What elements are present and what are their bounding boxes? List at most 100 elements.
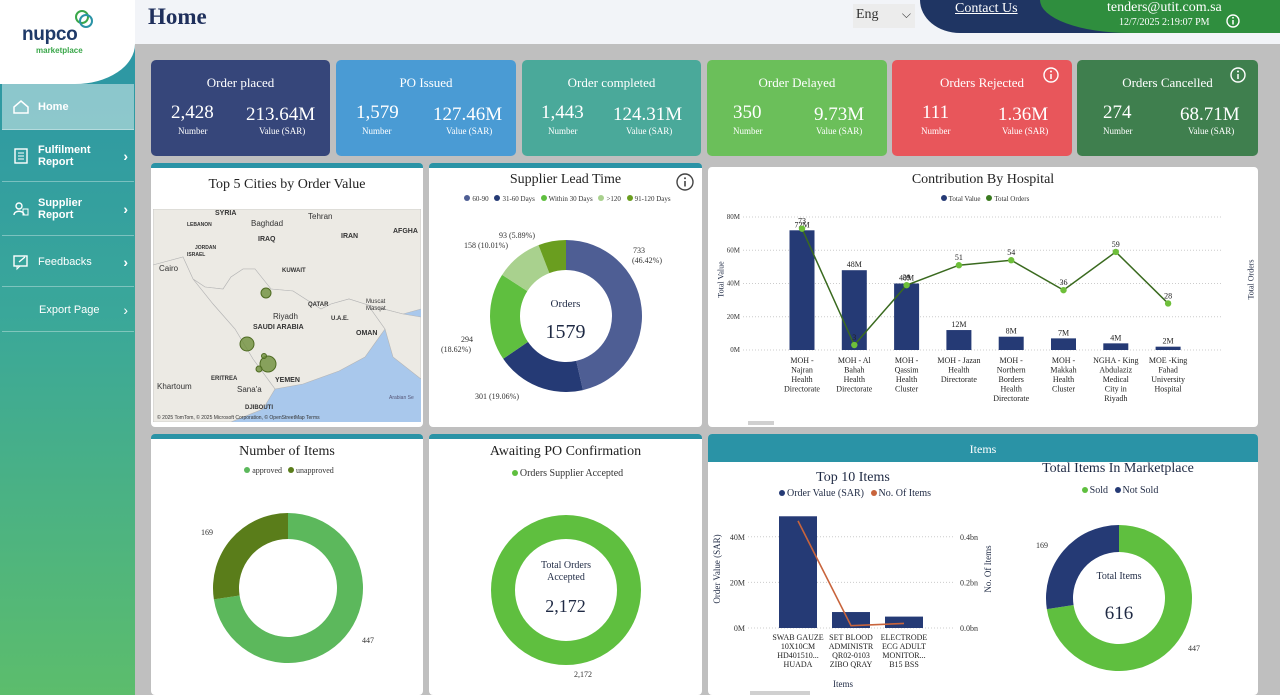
x-tick-label: Health [1053, 375, 1074, 384]
line-point[interactable] [1060, 286, 1067, 294]
line-label: 39 [903, 273, 911, 282]
map-bubble[interactable] [255, 365, 263, 373]
info-icon[interactable] [1230, 67, 1246, 83]
supplier-icon [13, 202, 29, 216]
line-point[interactable] [903, 281, 910, 289]
bar[interactable] [841, 270, 867, 350]
kpi-value: 1.36M [998, 104, 1049, 125]
map-bubble[interactable] [239, 336, 255, 352]
data-label: (46.42%) [632, 256, 662, 265]
line-point[interactable] [851, 341, 858, 349]
legend-item: 31-60 Days [502, 195, 535, 203]
bar[interactable] [1155, 346, 1181, 350]
contact-us-link[interactable]: Contact Us [955, 1, 1018, 16]
data-label: 169 [201, 528, 213, 537]
bar[interactable] [894, 283, 920, 351]
donut-slice[interactable] [1046, 525, 1119, 610]
kpi-order-completed[interactable]: Order completed 1,443 124.31M Number Val… [522, 60, 701, 156]
kpi-order-placed[interactable]: Order placed 2,428 213.64M Number Value … [151, 60, 330, 156]
x-tick-label: Directorate [993, 394, 1029, 403]
line-point[interactable] [1112, 248, 1119, 256]
bar[interactable] [789, 230, 815, 350]
donut-slice[interactable] [490, 274, 528, 359]
lead-time-donut[interactable] [490, 240, 642, 392]
donut-slice[interactable] [503, 341, 583, 392]
kpi-po-issued[interactable]: PO Issued 1,579 127.46M Number Value (SA… [336, 60, 516, 156]
kpi-orders-rejected[interactable]: Orders Rejected 111 1.36M Number Value (… [892, 60, 1072, 156]
bar[interactable] [1051, 338, 1076, 350]
legend-item: No. Of Items [878, 488, 932, 499]
awaiting-donut[interactable] [491, 515, 641, 665]
map-label: KUWAIT [282, 268, 306, 274]
info-icon[interactable] [1043, 67, 1059, 83]
map[interactable]: SYRIA LEBANON Baghdad Tehran IRAQ IRAN A… [153, 209, 421, 422]
sidebar-item-supplier-report[interactable]: Supplier Report › [2, 183, 134, 236]
x-tick-label: Directorate [784, 385, 820, 394]
y-tick-label: 40M [730, 533, 745, 542]
bar[interactable] [998, 336, 1024, 350]
map-bubble[interactable] [259, 355, 277, 373]
donut-slice[interactable] [213, 513, 288, 600]
kpi-title: Orders Cancelled [1122, 75, 1213, 90]
legend-item: >120 [606, 195, 621, 203]
kpi-title: Order placed [206, 75, 275, 90]
bar[interactable] [946, 330, 972, 350]
sidebar-item-label: Supplier Report [38, 197, 83, 221]
map-label: ISRAEL [187, 252, 205, 258]
y-tick-label: 40M [727, 280, 741, 288]
line-point[interactable] [955, 262, 963, 269]
x-tick-label: HD401510... [777, 651, 819, 660]
bar[interactable] [832, 612, 870, 628]
sidebar-item-feedbacks[interactable]: Feedbacks › [2, 237, 134, 287]
kpi-number-label: Number [178, 126, 208, 136]
sidebar-item-home[interactable]: Home [2, 84, 134, 130]
x-tick-label: Cluster [1052, 385, 1075, 394]
x-tick-label: City in [1105, 385, 1127, 394]
line-point[interactable] [1164, 300, 1172, 307]
bar[interactable] [885, 616, 923, 628]
items-count-legend: approved unapproved [151, 466, 423, 475]
sidebar-item-export-page[interactable]: Export Page › [2, 288, 134, 332]
kpi-order-delayed[interactable]: Order Delayed 350 9.73M Number Value (SA… [707, 60, 887, 156]
donut-slice[interactable] [502, 245, 550, 292]
data-label: 447 [1188, 644, 1200, 653]
kpi-value-label: Value (SAR) [816, 126, 863, 136]
map-panel: Top 5 Cities by Order Value SYRIA LEBANO… [151, 163, 423, 427]
y-tick-label: 20M [727, 313, 741, 321]
line-point[interactable] [798, 225, 806, 232]
bar[interactable] [779, 516, 817, 628]
kpi-value-label: Value (SAR) [1188, 126, 1235, 136]
donut-slice[interactable] [1046, 525, 1192, 671]
x-tick-label: MONITOR... [882, 651, 925, 660]
scrollbar[interactable] [748, 421, 774, 425]
x-tick-label: Medical [1103, 375, 1130, 384]
donut-slice[interactable] [566, 240, 642, 391]
kpi-orders-cancelled[interactable]: Orders Cancelled 274 68.71M Number Value… [1077, 60, 1258, 156]
donut-center-label: Orders [550, 298, 581, 310]
x-tick-label: Najran [791, 366, 813, 375]
map-bubble[interactable] [260, 287, 272, 299]
x-tick-label: Makkah [1050, 366, 1076, 375]
x-axis-title: Items [833, 679, 853, 689]
bar[interactable] [1103, 343, 1129, 350]
map-bubble[interactable] [261, 353, 267, 359]
top10-chart[interactable]: 0M 0.0bn 20M 0.2bn 40M 0.4bn SWAB GAUZE10X10CM… [708, 504, 998, 694]
market-legend: Sold Not Sold [1008, 485, 1228, 496]
x-tick-label: NGHA - King [1093, 356, 1138, 365]
series-line [797, 520, 905, 627]
y-tick-label-right: 0.2bn [960, 578, 978, 587]
items-count-donut[interactable] [213, 513, 363, 663]
language-select[interactable]: Eng ⌵ [853, 4, 915, 28]
line-point[interactable] [1008, 257, 1015, 264]
donut-slice[interactable] [491, 515, 641, 665]
donut-center-value: 1579 [545, 321, 586, 343]
info-icon[interactable] [1226, 14, 1240, 28]
map-label: Masqat [366, 306, 386, 312]
donut-slice[interactable] [538, 240, 566, 274]
donut-slice[interactable] [213, 513, 363, 663]
scrollbar[interactable] [750, 691, 810, 695]
market-donut[interactable] [1046, 525, 1192, 671]
info-icon[interactable] [676, 173, 694, 191]
sidebar-item-fulfilment-report[interactable]: Fulfilment Report › [2, 131, 134, 182]
